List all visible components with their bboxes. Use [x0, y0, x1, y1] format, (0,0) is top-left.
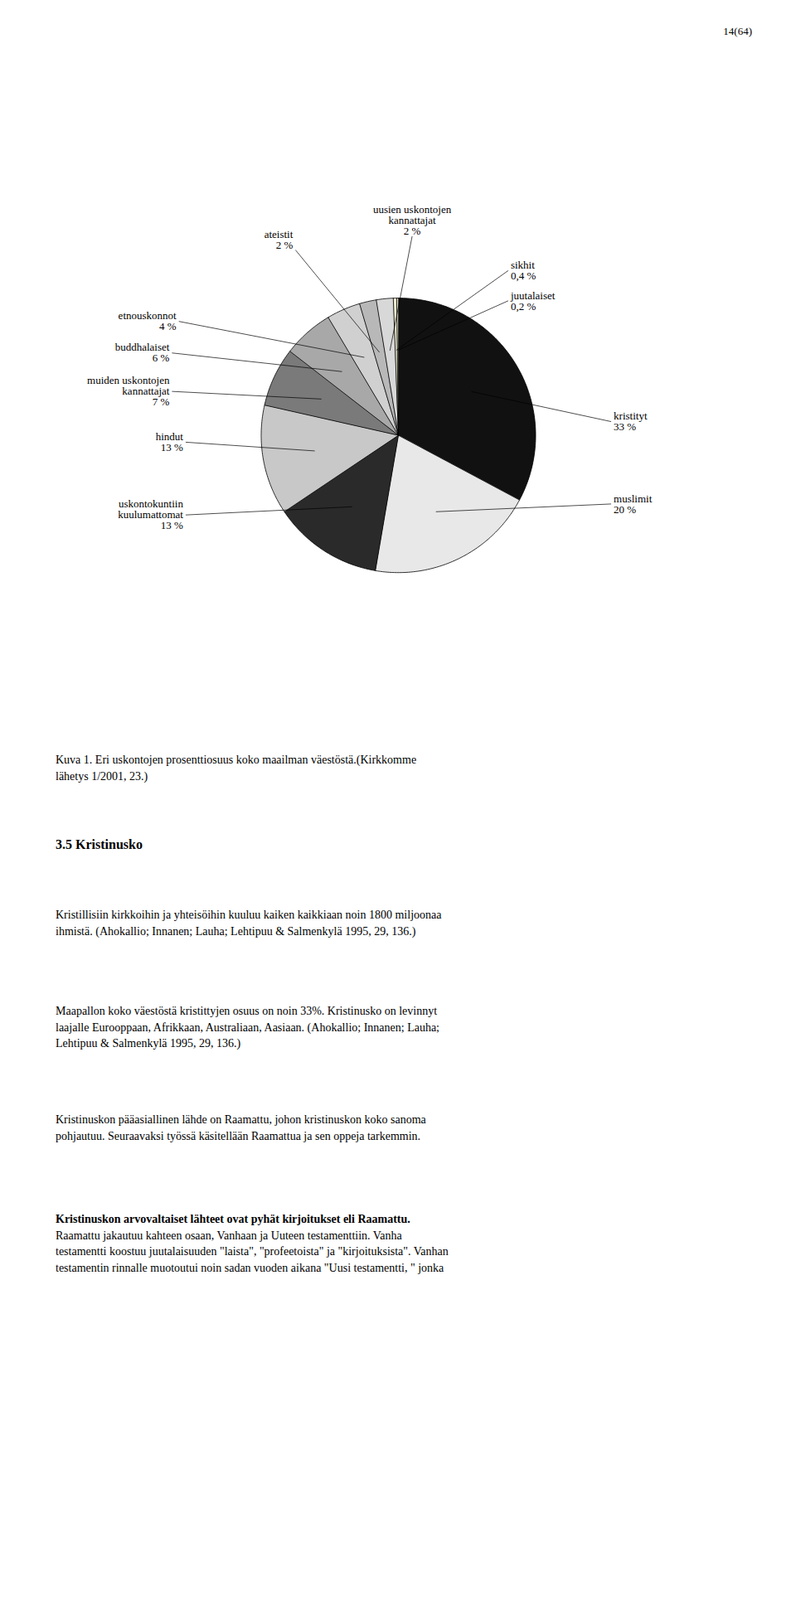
html-text:Kuva 1. Eri uskontojen prosent: Kuva 1. Eri uskontojen prosenttiosuus ko…: [55, 753, 417, 783]
html-text:testamentin rinnalle muotoutui: testamentin rinnalle muotoutui noin sada…: [55, 1261, 444, 1275]
svg-text:kristityt33 %: kristityt33 %: [613, 409, 648, 433]
svg-text:muslimit20 %: muslimit20 %: [613, 492, 653, 516]
html-text:14(64): 14(64): [723, 24, 753, 38]
html-text:Kristinuskon arvovaltaiset läh: Kristinuskon arvovaltaiset lähteet ovat …: [55, 1213, 411, 1226]
svg-text:buddhalaiset6 %: buddhalaiset6 %: [115, 340, 170, 365]
html-text:testamentti koostuu juutalaisu: testamentti koostuu juutalaisuuden "lais…: [55, 1245, 449, 1259]
html-text:Raamattu jakautuu kahteen osaa: Raamattu jakautuu kahteen osaan, Vanhaan…: [55, 1229, 402, 1242]
svg-text:uskontokuntiinkuulumattomat13: uskontokuntiinkuulumattomat13 %: [117, 497, 184, 532]
svg-text:juutalaiset0,2 %: juutalaiset0,2 %: [509, 289, 556, 313]
html-text:Kristinuskon pääasiallinen läh: Kristinuskon pääasiallinen lähde on Raam…: [55, 1113, 427, 1143]
svg-text:ateistit2 %: ateistit2 %: [264, 228, 294, 252]
svg-text:sikhit0,4 %: sikhit0,4 %: [510, 258, 537, 282]
svg-text:etnouskonnot4 %: etnouskonnot4 %: [118, 309, 177, 333]
svg-text:muiden uskontojenkannattajat7: muiden uskontojenkannattajat7 %: [87, 373, 170, 408]
html-text:3.5 Kristinusko: 3.5 Kristinusko: [55, 837, 143, 852]
html-text:Kristillisiin kirkkoihin ja yh: Kristillisiin kirkkoihin ja yhteisöihin …: [55, 908, 442, 938]
svg-text:hindut13 %: hindut13 %: [155, 430, 185, 454]
html-text:Maapallon koko väestöstä krist: Maapallon koko väestöstä kristittyjen os…: [55, 1004, 440, 1050]
svg-text:uusien uskontojenkannattajat2: uusien uskontojenkannattajat2 %: [373, 203, 452, 238]
